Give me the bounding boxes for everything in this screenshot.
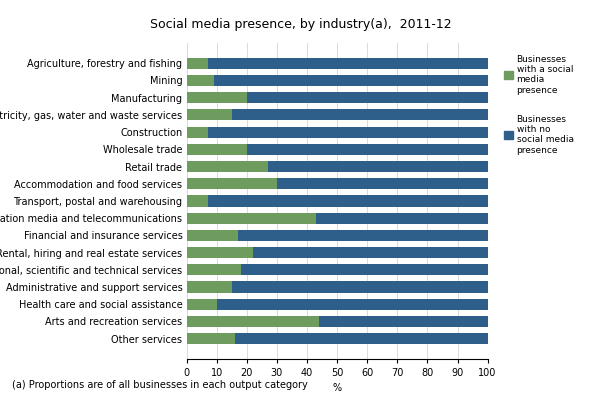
Bar (247, 92, 488, 103)
Bar (238, 230, 488, 241)
Bar (187, 92, 247, 103)
Bar (187, 247, 253, 258)
Bar (187, 299, 217, 310)
Bar (187, 178, 277, 190)
Bar (187, 126, 208, 138)
Bar (208, 126, 488, 138)
Bar (268, 161, 488, 172)
Bar (241, 264, 488, 275)
Bar (316, 212, 488, 224)
Bar (187, 75, 214, 86)
Bar (187, 230, 238, 241)
Bar (232, 281, 488, 293)
Text: Social media presence, by industry(a),  2011-12: Social media presence, by industry(a), 2… (150, 18, 452, 31)
Bar (208, 195, 488, 206)
Legend: Businesses
with a social
media
presence, Businesses
with no
social media
presenc: Businesses with a social media presence,… (501, 52, 576, 158)
Bar (214, 75, 488, 86)
Bar (187, 58, 208, 69)
Bar (187, 264, 241, 275)
Bar (187, 144, 247, 155)
Bar (247, 144, 488, 155)
Bar (187, 109, 232, 121)
X-axis label: %: % (332, 383, 342, 393)
Bar (277, 178, 488, 190)
Bar (208, 58, 488, 69)
Bar (187, 281, 232, 293)
Bar (187, 333, 235, 344)
Bar (253, 247, 488, 258)
Bar (187, 161, 268, 172)
Bar (319, 316, 488, 327)
Bar (232, 109, 488, 121)
Text: (a) Proportions are of all businesses in each output category: (a) Proportions are of all businesses in… (12, 380, 308, 390)
Bar (217, 299, 488, 310)
Bar (187, 195, 208, 206)
Bar (187, 316, 319, 327)
Bar (187, 212, 316, 224)
Bar (235, 333, 488, 344)
